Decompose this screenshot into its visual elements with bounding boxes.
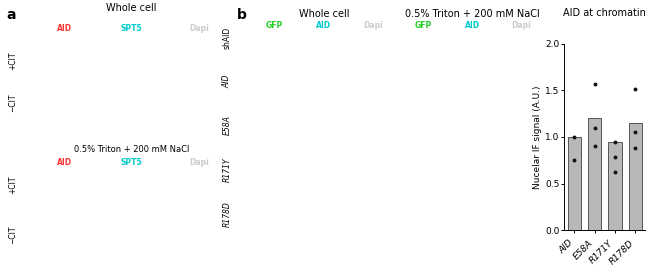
Point: [590, 144, 600, 149]
Y-axis label: Nucelar IF signal (A.U.): Nucelar IF signal (A.U.): [533, 85, 542, 189]
Point: [590, 82, 600, 86]
Text: +CIT: +CIT: [8, 52, 18, 70]
Bar: [629, 123, 642, 230]
Text: 0.5% Triton + 200 mM NaCl: 0.5% Triton + 200 mM NaCl: [405, 9, 540, 19]
Point: [610, 170, 620, 175]
Text: Dapi: Dapi: [363, 21, 383, 30]
Point: [590, 125, 600, 130]
Text: shAID: shAID: [222, 27, 231, 50]
Text: E58A: E58A: [222, 115, 231, 135]
Point: [610, 139, 620, 144]
Text: AID: AID: [465, 21, 480, 30]
Text: +CIT: +CIT: [8, 175, 18, 194]
Text: R171Y: R171Y: [222, 158, 231, 182]
Text: Whole cell: Whole cell: [107, 3, 157, 13]
Text: Whole cell: Whole cell: [299, 9, 349, 19]
Text: SPT5: SPT5: [121, 158, 142, 167]
Text: a: a: [6, 8, 16, 22]
Text: GFP: GFP: [414, 21, 432, 30]
Text: GFP: GFP: [266, 21, 283, 30]
Point: [630, 86, 640, 91]
Text: AID at chromatin: AID at chromatin: [564, 8, 646, 18]
Text: AID: AID: [317, 21, 332, 30]
Point: [630, 130, 640, 135]
Text: R178D: R178D: [222, 202, 231, 227]
Text: −CIT: −CIT: [8, 93, 18, 112]
Bar: [588, 118, 601, 230]
Text: AID: AID: [222, 75, 231, 89]
Text: AID: AID: [57, 24, 72, 33]
Text: SPT5: SPT5: [121, 24, 142, 33]
Text: Dapi: Dapi: [189, 24, 209, 33]
Bar: [568, 137, 581, 230]
Text: b: b: [237, 8, 247, 22]
Bar: [608, 142, 621, 230]
Point: [610, 155, 620, 160]
Text: AID: AID: [57, 158, 72, 167]
Text: 0.5% Triton + 200 mM NaCl: 0.5% Triton + 200 mM NaCl: [74, 145, 189, 154]
Point: [569, 158, 580, 162]
Text: Dapi: Dapi: [512, 21, 532, 30]
Text: Dapi: Dapi: [189, 158, 209, 167]
Point: [630, 146, 640, 150]
Text: −CIT: −CIT: [8, 225, 18, 244]
Point: [569, 135, 580, 139]
